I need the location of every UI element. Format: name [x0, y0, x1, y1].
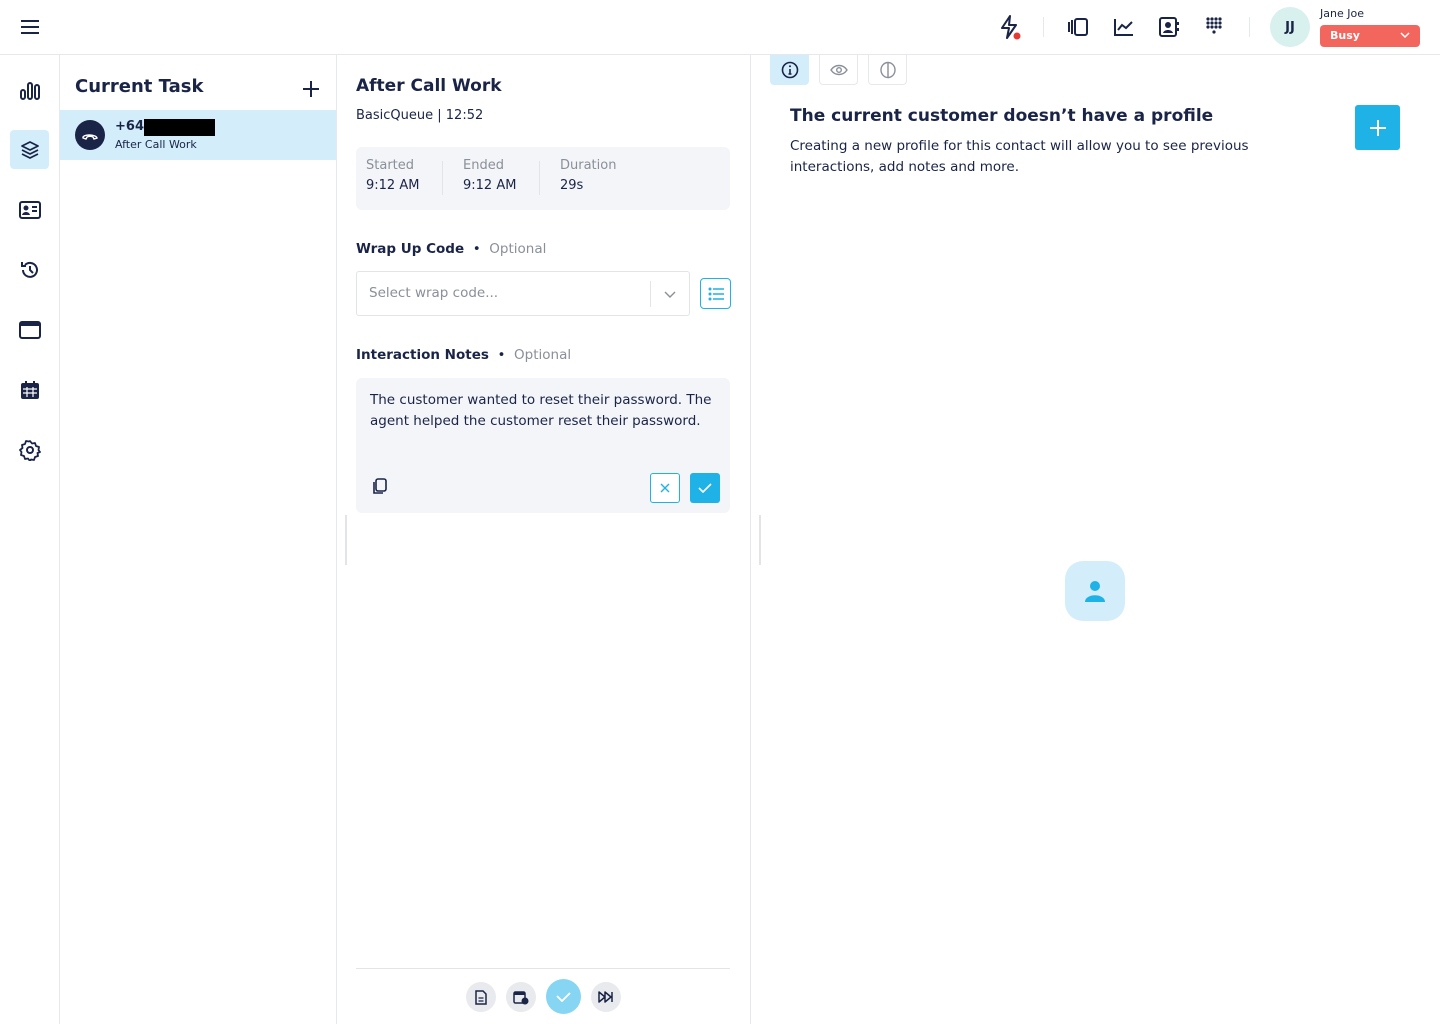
create-profile-button[interactable]: [1355, 105, 1400, 150]
wrap-code-list-button[interactable]: [700, 278, 731, 309]
chart-line-icon[interactable]: [1112, 15, 1136, 39]
add-task-button[interactable]: [300, 78, 322, 100]
wrap-label: Wrap Up Code: [356, 241, 465, 257]
id-card-icon: [18, 200, 41, 219]
history-icon: [20, 261, 38, 278]
nav-window[interactable]: [10, 310, 49, 349]
tab-view[interactable]: [819, 55, 858, 85]
calendar-clock-icon: [513, 990, 529, 1004]
status-dropdown[interactable]: Busy: [1320, 25, 1420, 47]
dialpad-icon[interactable]: [1202, 15, 1226, 39]
person-icon: [1065, 561, 1125, 621]
fast-forward-icon: [598, 991, 613, 1003]
list-icon: [708, 287, 724, 300]
tab-insights[interactable]: [868, 55, 907, 85]
close-icon: [660, 483, 670, 493]
layers-icon: [20, 140, 39, 159]
profile-description: Creating a new profile for this contact …: [790, 138, 1249, 175]
chevron-down-icon: [1400, 32, 1410, 39]
wrap-placeholder: Select wrap code...: [369, 285, 499, 301]
nav-calendar[interactable]: [10, 370, 49, 409]
copy-icon[interactable]: [371, 478, 387, 496]
stat-label: Duration: [560, 158, 617, 173]
stat-label: Ended: [463, 158, 504, 173]
check-icon: [556, 992, 571, 1002]
info-icon: [781, 61, 798, 79]
contact-book-icon[interactable]: [1157, 15, 1181, 39]
optional-label: Optional: [514, 347, 572, 363]
task-status: After Call Work: [115, 138, 197, 151]
user-name: Jane Joe: [1320, 7, 1364, 20]
plus-icon: [303, 81, 319, 97]
redacted-number: [143, 119, 215, 136]
schedule-callback-button[interactable]: [506, 982, 536, 1012]
stat-value: 29s: [560, 178, 584, 193]
notes-textarea[interactable]: The customer wanted to reset their passw…: [370, 392, 712, 429]
menu-icon[interactable]: [18, 16, 42, 38]
tab-info[interactable]: [770, 55, 809, 85]
document-button[interactable]: [466, 982, 496, 1012]
avatar[interactable]: JJ: [1270, 7, 1310, 47]
acw-title: After Call Work: [356, 76, 502, 96]
notes-box: The customer wanted to reset their passw…: [356, 378, 730, 513]
notes-label: Interaction Notes: [356, 347, 489, 363]
document-icon: [475, 989, 487, 1005]
lightning-icon[interactable]: [996, 14, 1022, 40]
stat-value: 9:12 AM: [366, 178, 420, 193]
panel-icon[interactable]: [1066, 15, 1090, 39]
nav-history[interactable]: [10, 250, 49, 289]
optional-label: Optional: [489, 241, 547, 257]
cancel-notes-button[interactable]: [650, 473, 680, 503]
status-label: Busy: [1330, 29, 1360, 42]
nav-contacts[interactable]: [10, 190, 49, 229]
profile-title: The current customer doesn’t have a prof…: [790, 106, 1214, 126]
chevron-down-icon: [664, 291, 676, 298]
nav-tasks[interactable]: [10, 130, 49, 169]
skip-button[interactable]: [591, 982, 621, 1012]
top-bar: JJ Jane Joe Busy: [0, 0, 1440, 55]
customer-profile-panel: The current customer doesn’t have a prof…: [751, 55, 1440, 1024]
plus-icon: [1369, 119, 1386, 136]
brain-icon: [879, 61, 896, 78]
nav-rail: [0, 55, 60, 1024]
task-phone: +64: [115, 119, 144, 134]
acw-timer: 12:52: [445, 108, 484, 123]
after-call-work-panel: After Call Work BasicQueue | 12:52 Start…: [337, 55, 751, 1024]
stat-label: Started: [366, 158, 415, 173]
resize-handle[interactable]: [345, 515, 347, 565]
nav-stats[interactable]: [10, 71, 49, 110]
queue-name: BasicQueue: [356, 108, 434, 123]
complete-button[interactable]: [546, 979, 581, 1014]
stat-value: 9:12 AM: [463, 178, 517, 193]
bar-chart-icon: [19, 81, 40, 100]
panel-title: Current Task: [75, 76, 204, 97]
task-panel: Current Task +64 After Call Work: [60, 55, 337, 1024]
browser-window-icon: [18, 320, 41, 339]
calendar-icon: [20, 380, 39, 399]
eye-icon: [829, 64, 848, 75]
gear-icon: [18, 439, 41, 461]
hangup-icon: [75, 120, 105, 150]
resize-handle[interactable]: [759, 515, 761, 565]
wrap-code-select[interactable]: Select wrap code...: [356, 271, 690, 316]
save-notes-button[interactable]: [690, 473, 720, 503]
check-icon: [698, 483, 712, 493]
call-stats: Started 9:12 AM Ended 9:12 AM Duration 29s: [356, 147, 730, 210]
task-item[interactable]: +64 After Call Work: [60, 110, 336, 160]
nav-settings[interactable]: [10, 430, 49, 469]
